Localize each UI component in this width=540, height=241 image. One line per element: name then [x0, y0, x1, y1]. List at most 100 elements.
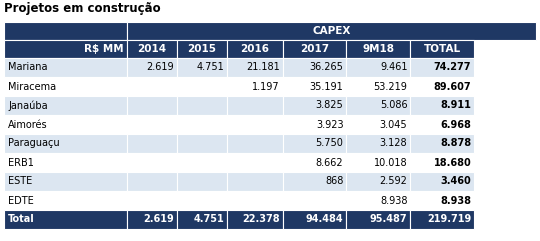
Text: 53.219: 53.219: [374, 81, 407, 92]
Bar: [177, 115, 227, 134]
Bar: [177, 210, 227, 229]
Text: TOTAL: TOTAL: [424, 44, 461, 54]
Text: 3.825: 3.825: [316, 100, 343, 111]
Text: 8.911: 8.911: [441, 100, 471, 111]
Bar: [282, 153, 347, 172]
Text: 3.045: 3.045: [380, 120, 407, 129]
Text: 3.128: 3.128: [380, 139, 407, 148]
Text: 2.592: 2.592: [380, 176, 407, 187]
Text: 2.619: 2.619: [143, 214, 174, 225]
Bar: [4, 191, 127, 210]
Bar: [127, 22, 536, 40]
Bar: [4, 77, 127, 96]
Bar: [347, 115, 410, 134]
Bar: [282, 96, 347, 115]
Bar: [4, 58, 127, 77]
Bar: [347, 58, 410, 77]
Bar: [127, 40, 177, 58]
Text: 36.265: 36.265: [309, 62, 343, 73]
Text: 6.968: 6.968: [441, 120, 471, 129]
Bar: [410, 77, 474, 96]
Text: 95.487: 95.487: [370, 214, 407, 225]
Bar: [347, 172, 410, 191]
Bar: [410, 96, 474, 115]
Bar: [177, 134, 227, 153]
Bar: [127, 172, 177, 191]
Text: 5.086: 5.086: [380, 100, 407, 111]
Text: 219.719: 219.719: [427, 214, 471, 225]
Text: EDTE: EDTE: [8, 195, 33, 206]
Text: 5.750: 5.750: [315, 139, 343, 148]
Text: Mariana: Mariana: [8, 62, 48, 73]
Text: 2014: 2014: [137, 44, 166, 54]
Bar: [227, 172, 282, 191]
Bar: [410, 58, 474, 77]
Bar: [410, 191, 474, 210]
Bar: [177, 58, 227, 77]
Bar: [347, 77, 410, 96]
Text: 8.938: 8.938: [380, 195, 407, 206]
Text: 10.018: 10.018: [374, 158, 407, 167]
Text: 868: 868: [325, 176, 343, 187]
Text: 8.938: 8.938: [440, 195, 471, 206]
Bar: [4, 134, 127, 153]
Text: Miracema: Miracema: [8, 81, 56, 92]
Bar: [127, 96, 177, 115]
Text: ERB1: ERB1: [8, 158, 34, 167]
Bar: [410, 40, 474, 58]
Text: 2015: 2015: [187, 44, 217, 54]
Bar: [4, 172, 127, 191]
Text: 2017: 2017: [300, 44, 329, 54]
Text: 18.680: 18.680: [434, 158, 471, 167]
Bar: [227, 153, 282, 172]
Bar: [282, 115, 347, 134]
Bar: [282, 40, 347, 58]
Bar: [347, 153, 410, 172]
Bar: [4, 153, 127, 172]
Text: 89.607: 89.607: [434, 81, 471, 92]
Text: 2.619: 2.619: [146, 62, 174, 73]
Text: 9.461: 9.461: [380, 62, 407, 73]
Text: ESTE: ESTE: [8, 176, 32, 187]
Bar: [410, 134, 474, 153]
Text: Janaúba: Janaúba: [8, 100, 48, 111]
Text: 22.378: 22.378: [242, 214, 280, 225]
Text: Total: Total: [8, 214, 35, 225]
Text: 3.460: 3.460: [441, 176, 471, 187]
Bar: [347, 96, 410, 115]
Bar: [282, 58, 347, 77]
Bar: [4, 40, 127, 58]
Bar: [347, 134, 410, 153]
Text: 21.181: 21.181: [246, 62, 280, 73]
Bar: [227, 96, 282, 115]
Bar: [282, 77, 347, 96]
Text: 4.751: 4.751: [197, 62, 224, 73]
Bar: [4, 210, 127, 229]
Bar: [177, 172, 227, 191]
Bar: [127, 191, 177, 210]
Bar: [127, 58, 177, 77]
Text: 74.277: 74.277: [434, 62, 471, 73]
Text: 9M18: 9M18: [362, 44, 394, 54]
Text: Projetos em construção: Projetos em construção: [4, 2, 160, 15]
Bar: [227, 210, 282, 229]
Bar: [410, 153, 474, 172]
Bar: [347, 191, 410, 210]
Text: 4.751: 4.751: [193, 214, 224, 225]
Text: CAPEX: CAPEX: [312, 26, 350, 36]
Text: 94.484: 94.484: [306, 214, 343, 225]
Text: 3.923: 3.923: [316, 120, 343, 129]
Bar: [177, 191, 227, 210]
Bar: [4, 96, 127, 115]
Bar: [227, 58, 282, 77]
Bar: [177, 77, 227, 96]
Bar: [282, 134, 347, 153]
Text: 8.878: 8.878: [440, 139, 471, 148]
Bar: [347, 210, 410, 229]
Bar: [127, 115, 177, 134]
Text: R$ MM: R$ MM: [84, 44, 124, 54]
Text: 2016: 2016: [240, 44, 269, 54]
Bar: [347, 40, 410, 58]
Bar: [127, 77, 177, 96]
Text: 35.191: 35.191: [310, 81, 343, 92]
